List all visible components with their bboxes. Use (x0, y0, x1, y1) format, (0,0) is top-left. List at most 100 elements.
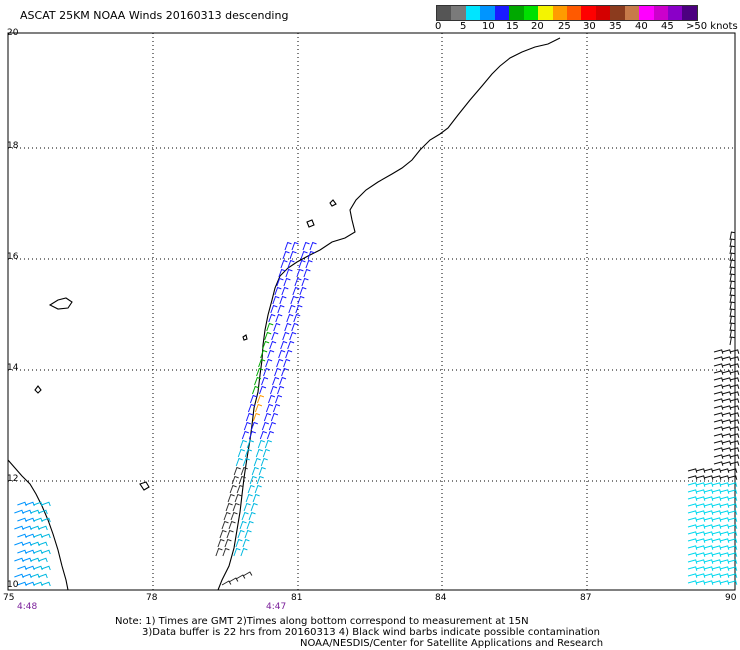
wind-barb (687, 580, 698, 585)
east-coast-india (217, 37, 561, 591)
wind-barb (252, 493, 260, 503)
wind-barb (729, 301, 736, 311)
wind-barb (272, 295, 280, 305)
wind-barb (282, 331, 290, 341)
wind-barb (727, 580, 738, 585)
footnotes: Note: 1) Times are GMT 2)Times along bot… (115, 616, 603, 649)
wind-barb (254, 484, 262, 494)
wind-barb (14, 557, 24, 563)
wind-barb (727, 524, 738, 529)
wind-barb (711, 552, 722, 557)
wind-barb (729, 405, 740, 410)
legend-swatch (610, 6, 625, 20)
wind-barb (687, 531, 698, 536)
wind-barb (305, 259, 313, 269)
wind-barb (727, 538, 738, 543)
wind-barb (22, 573, 32, 579)
wind-barb (729, 266, 736, 276)
wind-barb (266, 430, 274, 440)
wind-barb (41, 549, 51, 555)
wind-barb (703, 517, 714, 522)
wind-barb (721, 370, 732, 375)
wind-barb (695, 468, 706, 473)
wind-barb (703, 538, 714, 543)
wind-barb (285, 268, 293, 278)
wind-barb (729, 398, 740, 403)
wind-barb (695, 538, 706, 543)
wind-barb (25, 501, 35, 507)
wind-barb (256, 475, 264, 485)
wind-barb (687, 475, 698, 480)
legend-swatch (682, 6, 697, 20)
wind-barb (729, 273, 736, 283)
wind-barb (38, 557, 48, 563)
map-frame (7, 32, 736, 591)
wind-barb (729, 294, 736, 304)
legend-swatch (494, 6, 510, 20)
wind-barb (225, 502, 233, 512)
wind-barb (297, 295, 305, 305)
legend-label-5: 5 (460, 21, 467, 32)
wind-barb (30, 557, 40, 563)
island-small-4 (329, 199, 337, 207)
wind-barb (271, 331, 279, 341)
wind-barb (713, 447, 724, 452)
wind-barb (695, 566, 706, 571)
wind-barb (17, 549, 27, 555)
wind-barb (703, 524, 714, 529)
wind-barb (229, 484, 237, 494)
wind-barb (719, 468, 730, 473)
wind-barb (298, 259, 306, 269)
wind-barb (729, 280, 736, 290)
wind-barb (727, 559, 738, 564)
wind-barb (254, 403, 263, 413)
wind-barb (729, 440, 740, 445)
wind-speed-color-legend (436, 5, 698, 21)
wind-barb (249, 394, 258, 404)
wind-barb (302, 241, 310, 251)
wind-barb (703, 559, 714, 564)
legend-label-20: 20 (531, 21, 544, 32)
wind-barb (227, 493, 235, 503)
wind-barb (703, 496, 714, 501)
wind-barb (33, 581, 43, 587)
wind-barb (265, 403, 274, 413)
wind-barb (215, 547, 223, 557)
lon-label-90: 90 (725, 593, 737, 603)
lat-label-20: 20 (7, 28, 19, 38)
lat-label-16: 16 (7, 252, 19, 262)
wind-barb (287, 340, 295, 350)
lat-label-12: 12 (7, 474, 19, 484)
wind-barb (687, 566, 698, 571)
wind-barb (278, 268, 286, 278)
legend-swatch (552, 6, 567, 20)
wind-barb (695, 552, 706, 557)
wind-barb (719, 531, 730, 536)
wind-barb (727, 496, 738, 501)
wind-barb (283, 358, 291, 368)
wind-barb (729, 447, 740, 452)
wind-barb (721, 391, 732, 396)
wind-barb (242, 571, 253, 577)
island-small-1 (34, 385, 42, 394)
wind-barb (729, 412, 740, 417)
wind-barb (279, 295, 287, 305)
wind-barb (713, 440, 724, 445)
wind-barb (729, 433, 740, 438)
wind-barb (703, 503, 714, 508)
wind-barb (703, 482, 714, 487)
wind-barb (275, 313, 283, 323)
wind-barb (284, 322, 292, 332)
wind-barb (286, 313, 294, 323)
wind-barb (301, 277, 309, 287)
wind-barb (276, 358, 284, 368)
note-line-2: 3)Data buffer is 22 hrs from 20160313 4)… (142, 627, 600, 638)
wind-barb (242, 538, 250, 548)
wind-barb (17, 517, 27, 523)
wind-barb (231, 475, 239, 485)
wind-barb (711, 475, 722, 480)
wind-barb (233, 547, 241, 557)
wind-barb (226, 529, 234, 539)
wind-barb (713, 398, 724, 403)
wind-barb (695, 489, 706, 494)
